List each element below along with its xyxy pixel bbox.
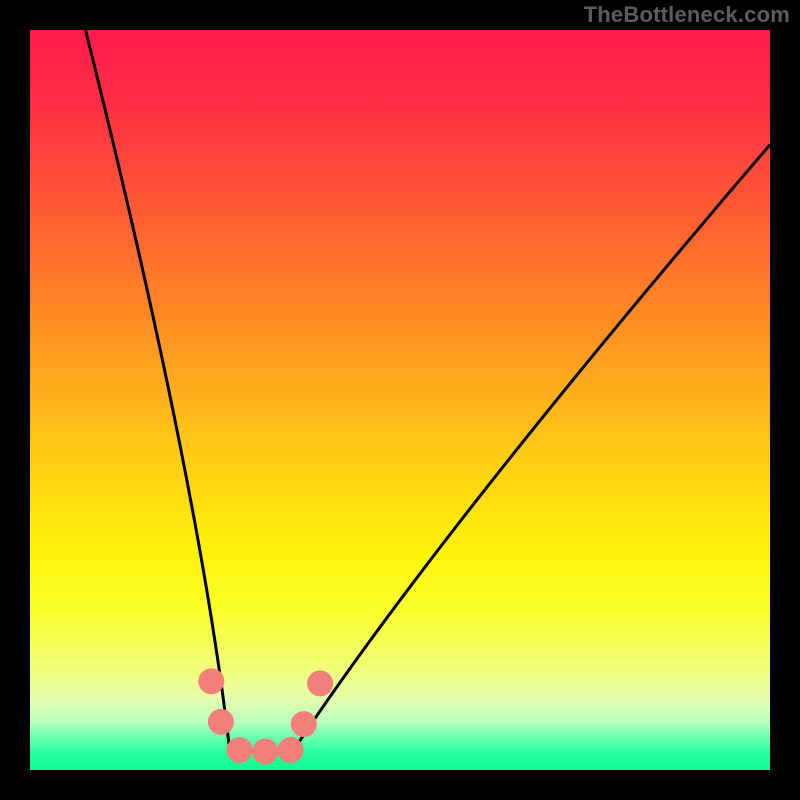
marker-point bbox=[226, 737, 252, 763]
chart-frame: TheBottleneck.com bbox=[0, 0, 800, 800]
plot-gradient-background bbox=[30, 30, 770, 770]
marker-point bbox=[307, 670, 333, 696]
marker-point bbox=[291, 711, 317, 737]
marker-point bbox=[252, 739, 278, 765]
attribution-text: TheBottleneck.com bbox=[584, 2, 790, 28]
marker-point bbox=[277, 737, 303, 763]
marker-point bbox=[208, 709, 234, 735]
marker-point bbox=[198, 668, 224, 694]
bottleneck-chart bbox=[0, 0, 800, 800]
